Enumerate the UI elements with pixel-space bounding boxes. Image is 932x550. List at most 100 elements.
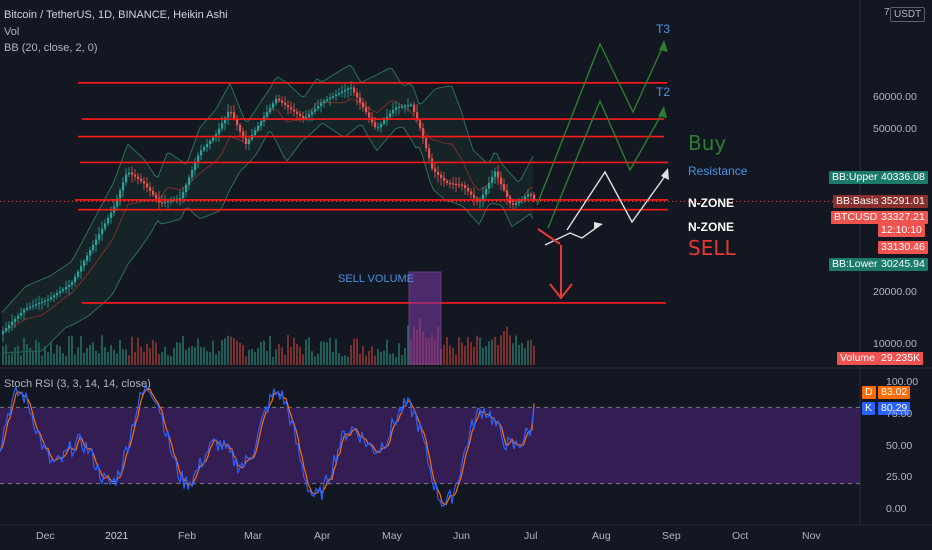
time-axis-tick: Mar: [244, 530, 263, 542]
symbol-title[interactable]: Bitcoin / TetherUS, 1D, BINANCE, Heikin …: [4, 9, 228, 21]
candle-body: [410, 104, 413, 106]
volume-bar: [308, 337, 310, 365]
volume-bar: [386, 339, 388, 365]
volume-bar: [74, 354, 76, 365]
volume-bar: [500, 335, 502, 365]
candle-body: [26, 307, 29, 310]
volume-bar: [293, 337, 295, 365]
candle-body: [311, 111, 314, 115]
candle-body: [314, 108, 317, 112]
candle-body: [50, 297, 53, 300]
stoch-indicator-label[interactable]: Stoch RSI (3, 3, 14, 14, close): [4, 378, 151, 390]
volume-bar: [32, 350, 34, 365]
vol-indicator-label[interactable]: Vol: [4, 26, 20, 38]
stoch-k-value: 80.29: [878, 402, 911, 415]
volume-bar: [125, 349, 127, 365]
volume-bar: [503, 331, 505, 365]
volume-bar: [356, 338, 358, 365]
candle-body: [425, 138, 428, 149]
volume-bar: [488, 341, 490, 365]
low-value-tag: 33130.46: [878, 241, 928, 254]
volume-bar: [251, 349, 253, 365]
stoch-k-line: [0, 382, 535, 508]
candle-body: [371, 117, 374, 123]
volume-bar: [113, 349, 115, 365]
candle-body: [164, 201, 167, 203]
candle-body: [323, 100, 326, 104]
target-t3-label: T3: [656, 22, 671, 36]
volume-bar: [248, 349, 250, 365]
candle-body: [155, 194, 158, 199]
arrow-head-t2: [658, 106, 667, 118]
candle-body: [89, 250, 92, 256]
candle-body: [8, 324, 11, 329]
volume-bar: [197, 338, 199, 365]
volume-bar: [23, 337, 25, 365]
candle-body: [341, 91, 344, 93]
candle-body: [446, 180, 449, 183]
volume-bar: [284, 355, 286, 365]
candle-body: [185, 184, 188, 193]
volume-bar: [497, 345, 499, 365]
volume-bar: [479, 337, 481, 365]
volume-bar: [203, 347, 205, 365]
candle-body: [485, 188, 488, 195]
candle-body: [2, 331, 5, 335]
stoch-axis-tick: 100.00: [886, 376, 919, 388]
time-axis-tick: May: [382, 530, 402, 542]
candle-body: [98, 234, 101, 240]
candle-body: [122, 182, 125, 191]
time-axis-tick: Oct: [732, 530, 749, 542]
candle-body: [179, 197, 182, 200]
volume-bar: [260, 341, 262, 365]
candle-body: [431, 158, 434, 169]
volume-bar: [389, 353, 391, 365]
volume-bar: [374, 355, 376, 365]
candle-body: [149, 187, 152, 191]
candle-body: [449, 182, 452, 185]
candle-body: [473, 194, 476, 199]
volume-bar: [350, 345, 352, 365]
candle-body: [458, 184, 461, 186]
volume-bar: [53, 353, 55, 365]
time-axis-tick: Jul: [524, 530, 538, 542]
volume-bar: [158, 354, 160, 365]
candle-body: [182, 192, 185, 198]
candle-body: [266, 112, 269, 117]
volume-bar: [152, 340, 154, 365]
volume-bar: [11, 351, 13, 365]
volume-bar: [65, 355, 67, 365]
candle-body: [365, 107, 368, 113]
volume-bar: [320, 341, 322, 365]
volume-bar: [449, 345, 451, 365]
candle-body: [248, 139, 251, 144]
volume-bar: [506, 326, 508, 365]
volume-bar: [533, 345, 535, 365]
volume-bar: [305, 339, 307, 365]
time-axis-tick: Dec: [36, 530, 55, 542]
bb-indicator-label[interactable]: BB (20, close, 2, 0): [4, 42, 98, 54]
candle-body: [401, 106, 404, 108]
currency-badge[interactable]: USDT: [890, 7, 926, 22]
candle-body: [428, 148, 431, 159]
volume-bar: [239, 342, 241, 365]
candle-body: [212, 137, 215, 141]
volume-bar: [26, 344, 28, 365]
volume-bar: [176, 342, 178, 365]
volume-bar: [470, 342, 472, 365]
candle-body: [107, 217, 110, 224]
candle-body: [419, 120, 422, 129]
volume-bar: [92, 342, 94, 365]
volume-bar: [233, 338, 235, 365]
volume-bar: [17, 345, 19, 365]
volume-bar: [521, 342, 523, 365]
bb-upper-tag-value: 40336.08: [878, 171, 928, 184]
volume-bar: [20, 355, 22, 365]
volume-bar: [515, 335, 517, 365]
volume-bar: [446, 337, 448, 365]
volume-bar: [212, 340, 214, 365]
volume-bar: [455, 354, 457, 365]
candle-body: [506, 190, 509, 197]
